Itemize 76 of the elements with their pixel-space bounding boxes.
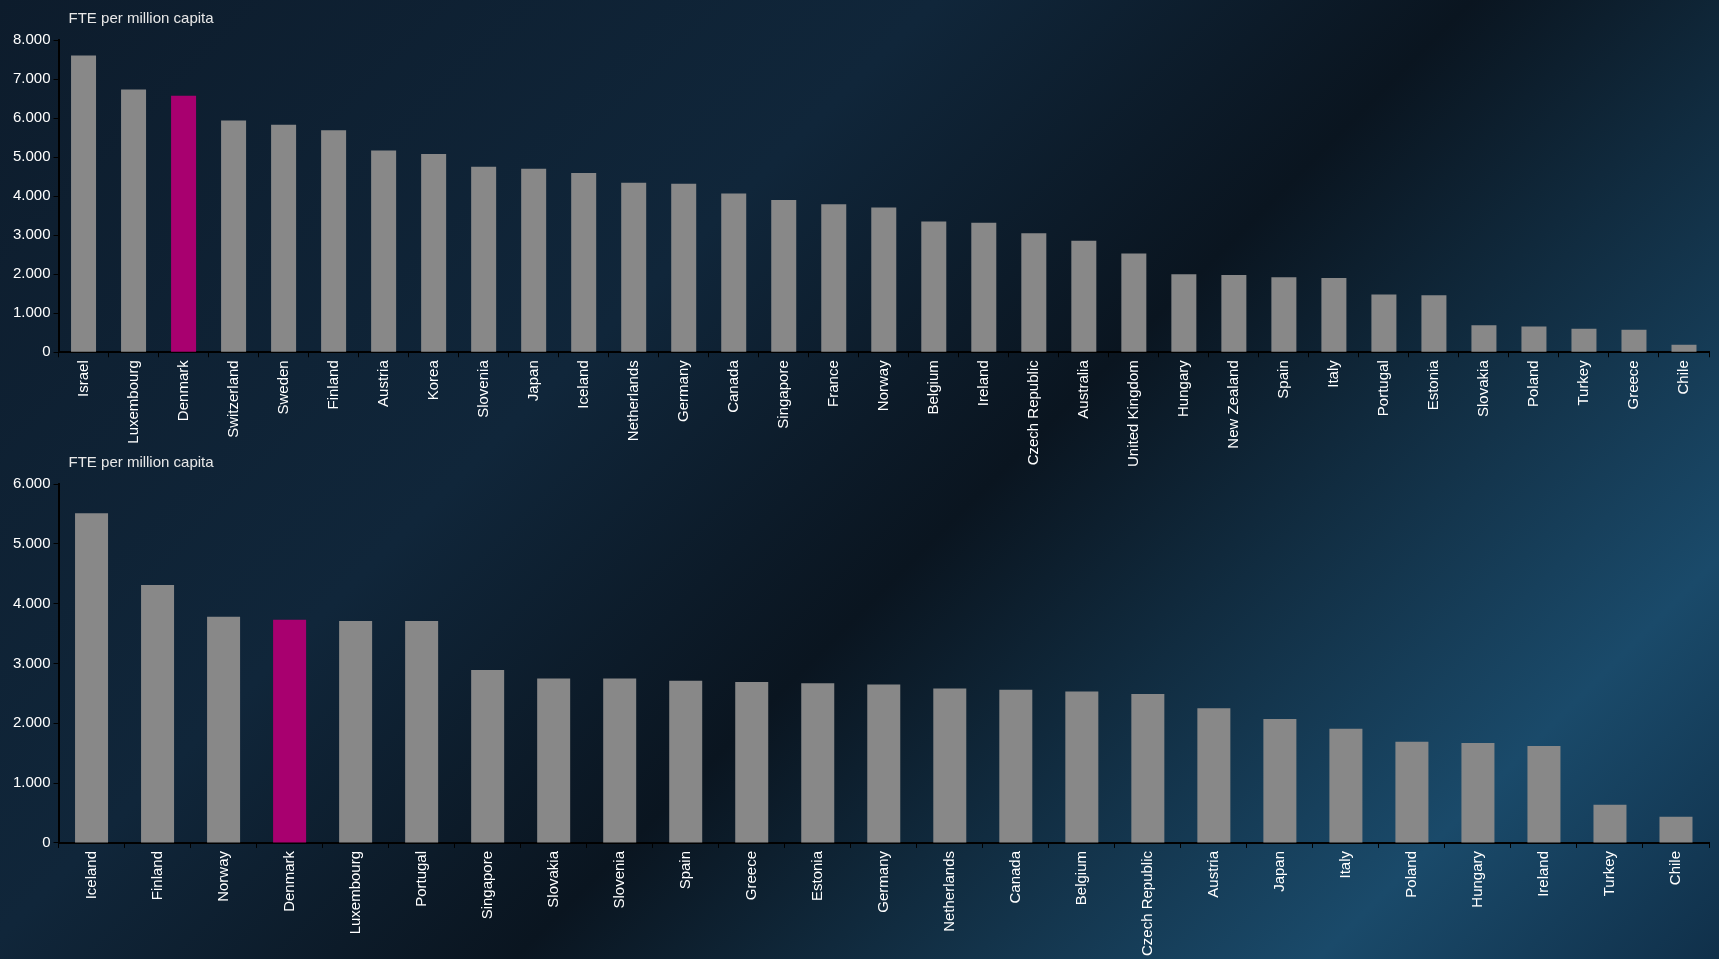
x-tick-label: Norway [213, 850, 231, 902]
y-axis-title: FTE per million capita [68, 452, 215, 470]
x-tick-label: Chile [1674, 360, 1692, 395]
x-tick-label: Italy [1336, 850, 1354, 879]
x-tick-label: Austria [373, 359, 391, 407]
y-tick-label: 5.000 [12, 533, 51, 551]
x-tick-label: France [823, 360, 841, 407]
x-tick-label: Spain [1274, 360, 1292, 399]
x-tick-label: Belgium [1071, 850, 1089, 906]
x-tick-label: Norway [873, 359, 891, 412]
x-tick-label: Canada [723, 359, 741, 413]
x-tick-label: Sweden [273, 360, 291, 415]
x-tick-label: Finland [323, 360, 341, 410]
y-tick-label: 0 [42, 833, 51, 851]
x-tick-label: Greece [1624, 360, 1642, 410]
x-tick-label: Iceland [81, 850, 99, 900]
y-tick-label: 8.000 [12, 30, 51, 48]
y-axis-title: FTE per million capita [68, 8, 215, 26]
x-tick-label: Israel [73, 360, 91, 397]
x-tick-label: Greece [741, 850, 759, 901]
y-tick-label: 2.000 [12, 713, 51, 731]
x-tick-label: Hungary [1468, 850, 1486, 908]
x-tick-label: Ireland [1534, 850, 1552, 897]
y-tick-label: 7.000 [12, 69, 51, 87]
x-tick-label: Poland [1524, 360, 1542, 407]
y-tick-label: 1.000 [12, 303, 51, 321]
x-tick-label: New Zealand [1224, 360, 1242, 449]
x-tick-label: Spain [675, 850, 693, 890]
x-tick-label: Finland [147, 850, 165, 901]
y-tick-label: 1.000 [12, 773, 51, 791]
x-tick-label: Portugal [411, 850, 429, 907]
y-tick-label: 4.000 [12, 186, 51, 204]
x-tick-label: Netherlands [623, 360, 641, 442]
x-tick-label: Slovenia [609, 850, 627, 909]
x-tick-label: Ireland [973, 360, 991, 407]
x-tick-label: Turkey [1600, 850, 1618, 897]
y-tick-label: 4.000 [12, 593, 51, 611]
x-tick-label: Slovakia [543, 850, 561, 908]
x-tick-label: Luxembourg [123, 360, 141, 444]
x-tick-label: Australia [1073, 359, 1091, 419]
x-tick-label: Turkey [1574, 359, 1592, 406]
x-tick-label: Czech Republic [1023, 359, 1041, 466]
x-tick-label: Iceland [573, 360, 591, 409]
y-tick-label: 3.000 [12, 225, 51, 243]
x-tick-label: Estonia [1424, 359, 1442, 411]
x-tick-label: Singapore [773, 360, 791, 429]
x-tick-label: Belgium [923, 360, 941, 415]
x-tick-label: Slovenia [473, 359, 491, 418]
x-tick-label: United Kingdom [1123, 360, 1141, 468]
y-tick-label: 0 [42, 342, 51, 360]
y-tick-label: 3.000 [12, 653, 51, 671]
x-tick-label: Austria [1204, 850, 1221, 898]
x-tick-label: Denmark [173, 359, 191, 422]
y-tick-label: 5.000 [12, 147, 51, 165]
x-tick-label: Denmark [279, 850, 297, 912]
x-tick-label: Slovakia [1474, 359, 1492, 417]
x-tick-label: Germany [673, 359, 691, 422]
x-tick-label: Netherlands [939, 850, 957, 932]
x-tick-label: Japan [1270, 850, 1288, 892]
x-tick-label: Luxembourg [345, 850, 363, 935]
x-tick-label: Germany [873, 850, 891, 913]
x-tick-label: Estonia [807, 850, 825, 901]
y-tick-label: 6.000 [12, 108, 51, 126]
x-tick-label: Switzerland [223, 360, 241, 438]
x-tick-label: Hungary [1173, 359, 1191, 417]
x-tick-label: Singapore [477, 850, 495, 920]
x-tick-label: Italy [1324, 359, 1342, 388]
x-tick-label: Poland [1402, 850, 1420, 898]
y-tick-label: 2.000 [12, 264, 51, 282]
y-tick-label: 6.000 [12, 474, 51, 492]
x-tick-label: Canada [1005, 850, 1023, 904]
x-tick-label: Portugal [1374, 360, 1392, 417]
x-tick-label: Czech Republic [1137, 850, 1155, 957]
x-tick-label: Japan [523, 360, 541, 402]
x-tick-label: Korea [423, 359, 441, 401]
x-tick-label: Chile [1666, 850, 1684, 886]
